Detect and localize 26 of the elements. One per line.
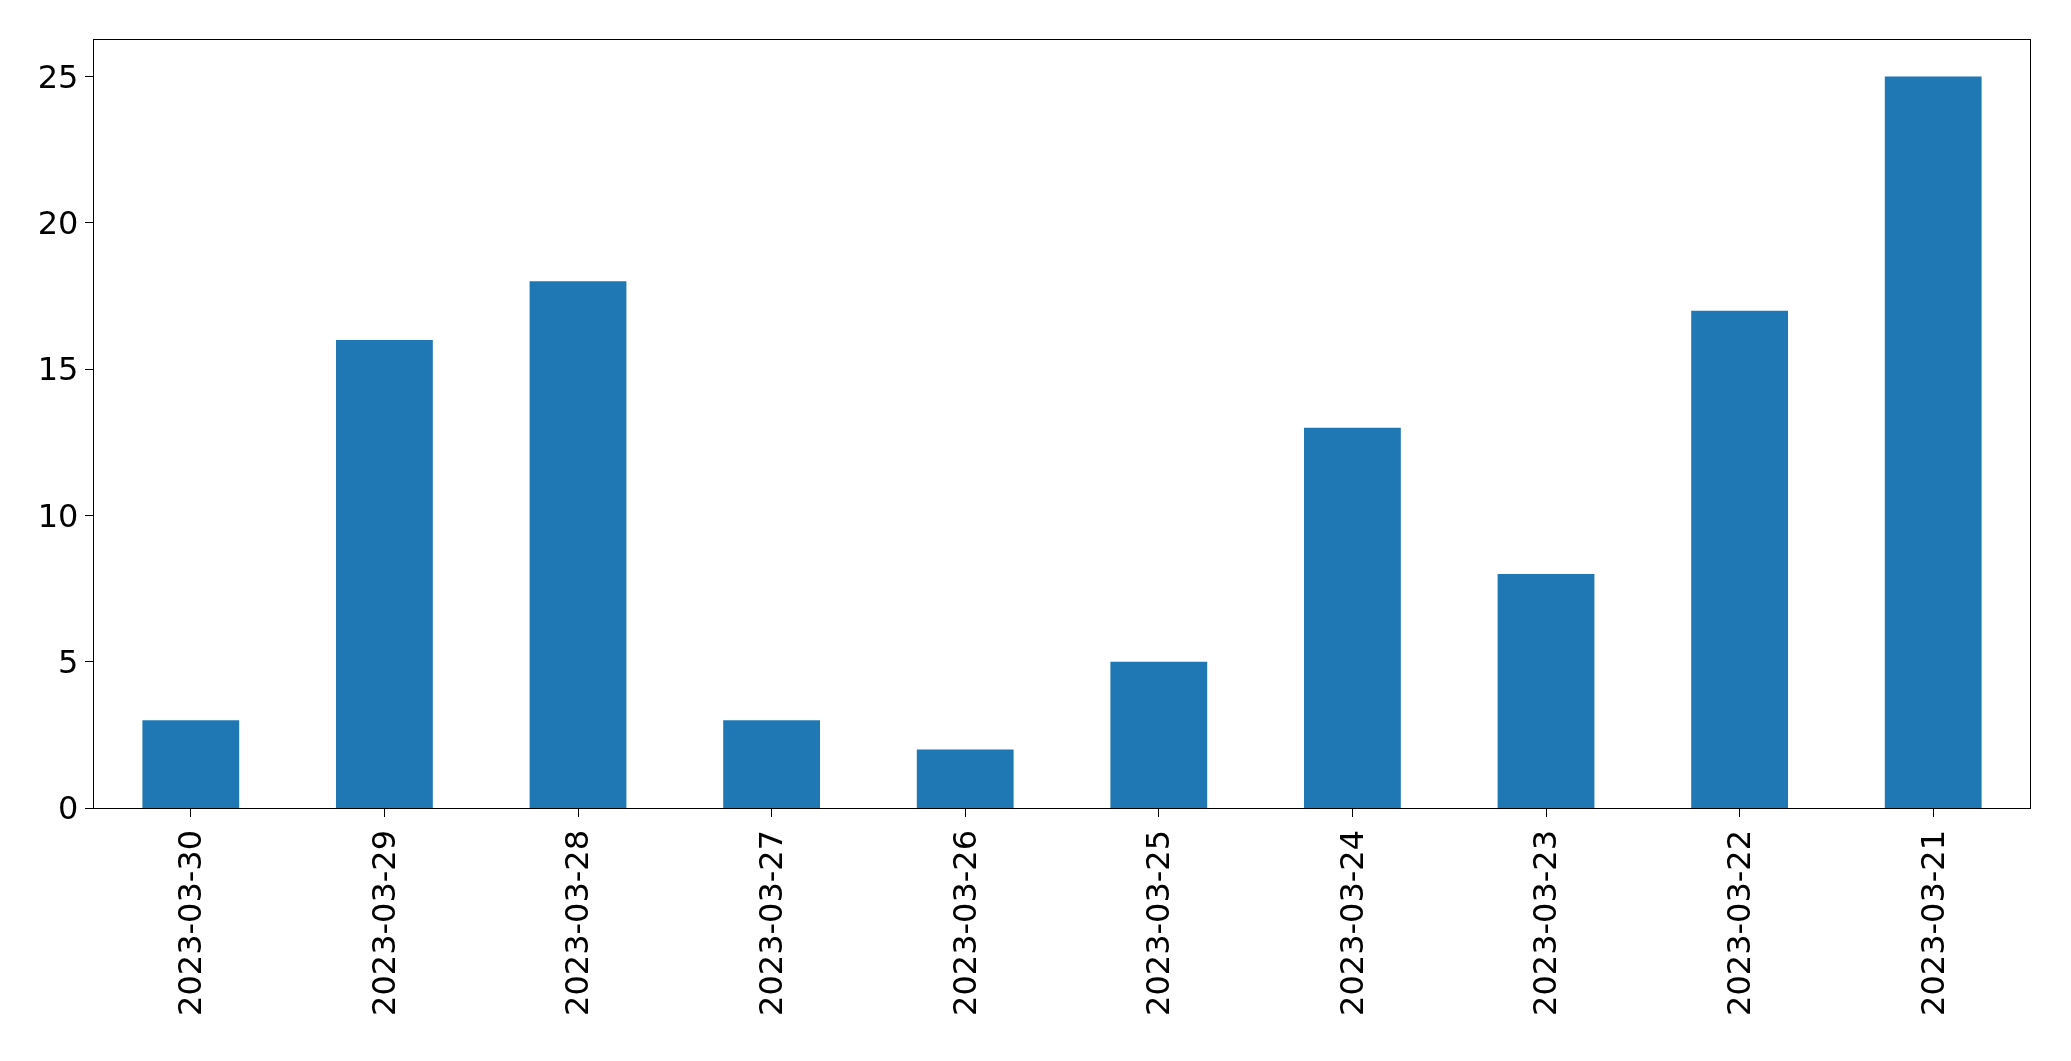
y-tick-label: 10: [37, 496, 79, 535]
y-tick-label: 5: [58, 642, 79, 681]
y-tick-label: 25: [37, 57, 79, 96]
x-tick-label: 2023-03-30: [171, 829, 210, 1016]
x-tick-label: 2023-03-24: [1332, 829, 1371, 1016]
x-tick-label: 2023-03-29: [364, 829, 403, 1016]
bar: [1497, 573, 1595, 808]
y-tick-label: 20: [37, 204, 79, 243]
x-tick-label: 2023-03-22: [1720, 829, 1758, 1016]
bar: [1884, 76, 1982, 808]
bar: [723, 720, 820, 808]
bar: [142, 720, 240, 808]
bar: [529, 281, 627, 808]
x-tick-label: 2023-03-21: [1913, 829, 1952, 1016]
x-tick-label: 2023-03-28: [558, 829, 597, 1016]
x-tick-label: 2023-03-25: [1139, 829, 1178, 1016]
x-tick-label: 2023-03-26: [945, 829, 984, 1016]
y-tick-label: 0: [58, 789, 79, 828]
bar: [1691, 310, 1788, 808]
x-tick-label: 2023-03-27: [752, 829, 790, 1016]
bar: [1304, 427, 1401, 808]
bar: [916, 749, 1014, 808]
y-tick-label: 15: [37, 350, 79, 389]
x-tick-label: 2023-03-23: [1526, 829, 1565, 1016]
bar: [1110, 661, 1208, 808]
bar: [336, 339, 433, 808]
